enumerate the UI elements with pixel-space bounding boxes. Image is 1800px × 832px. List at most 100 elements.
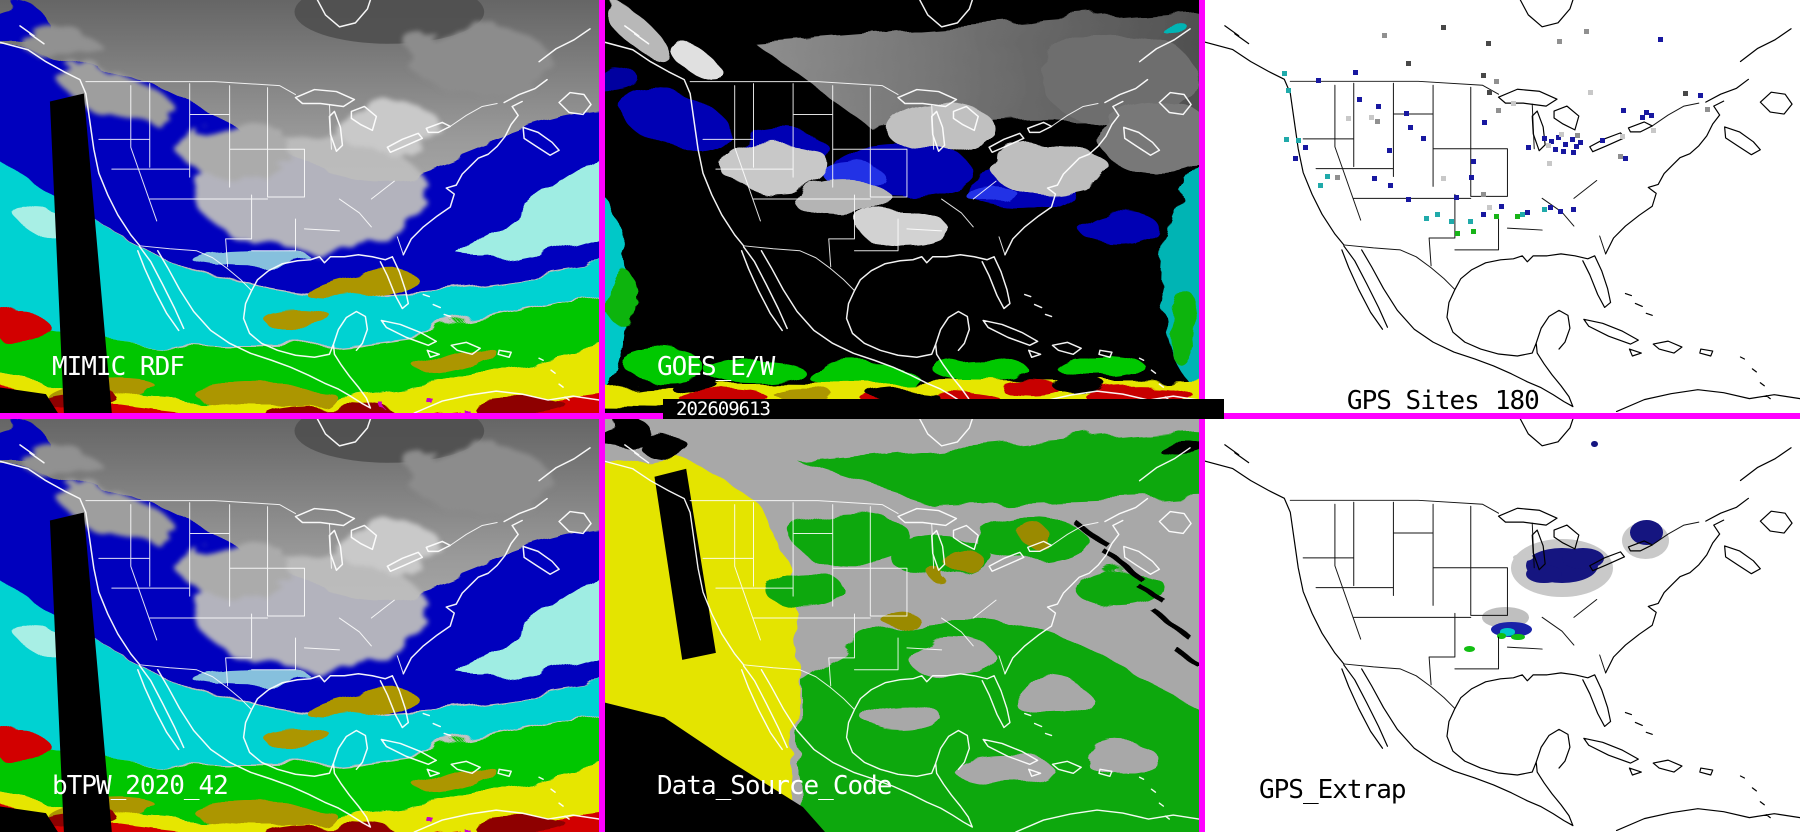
gps-site-dot: [1480, 191, 1486, 197]
gps-site-dot: [1388, 183, 1394, 189]
gps-site-dot: [1545, 143, 1551, 149]
gps-site-dot: [1617, 154, 1623, 160]
gps-site-dot: [1352, 69, 1358, 75]
gps-site-dot: [1498, 203, 1504, 209]
panel-label-mimic: MIMIC RDF: [52, 352, 185, 382]
gps-site-dot: [1649, 112, 1655, 118]
gps-site-dot: [1317, 182, 1323, 188]
gps-site-dot: [1435, 211, 1441, 217]
gps-site-dot: [1569, 136, 1575, 142]
gps-site-dot: [1454, 194, 1460, 200]
gps-site-dot: [1556, 135, 1562, 141]
gps-site-dot: [1324, 173, 1330, 179]
gps-site-dot: [1374, 118, 1380, 124]
gps-site-count: 180: [1494, 386, 1540, 413]
gps-site-dot: [1682, 90, 1688, 96]
gps-site-dot: [1345, 116, 1351, 122]
gps-site-dot: [1574, 144, 1580, 150]
gps-site-dot: [1658, 37, 1664, 43]
gps-site-dot: [1542, 206, 1548, 212]
panel-goes-ew: GOES_E/W: [605, 0, 1199, 413]
gps-extrap-blob: [1591, 440, 1598, 447]
timestamp-bar: 202609613: [663, 398, 1224, 420]
gps-site-dot: [1420, 135, 1426, 141]
gps-site-dot: [1548, 204, 1554, 210]
gps-site-dot: [1480, 211, 1486, 217]
gps-site-dot: [1335, 174, 1341, 180]
gps-site-dot: [1480, 72, 1486, 78]
gps-site-dot: [1486, 205, 1492, 211]
panel-label-btpw: bTPW_2020_42: [52, 771, 229, 801]
gps-extrap-blob: [1496, 633, 1507, 640]
gps-site-dot: [1376, 103, 1382, 109]
gps-site-dot: [1514, 214, 1520, 220]
gps-site-dot: [1292, 155, 1298, 161]
panel-mimic-rdf: MIMIC RDF: [0, 0, 599, 413]
gps-site-dot: [1495, 107, 1501, 113]
gps-site-dot: [1405, 196, 1411, 202]
map-outline: [1205, 419, 1800, 831]
gps-site-dot: [1562, 141, 1568, 147]
data-source-imagery: [605, 419, 1199, 832]
gps-site-dot: [1644, 109, 1650, 115]
gps-site-dot: [1542, 136, 1548, 142]
gps-site-dot: [1485, 41, 1491, 47]
gps-site-dot: [1558, 131, 1564, 137]
gps-site-dot: [1570, 150, 1576, 156]
gps-site-dot: [1621, 107, 1627, 113]
gps-extrap-blob: [1511, 633, 1525, 641]
gps-site-dot: [1482, 119, 1488, 125]
panel-label-gps-sites: GPS Sites 180: [1259, 356, 1540, 413]
gps-site-dot: [1558, 209, 1564, 215]
gps-site-dot: [1441, 175, 1446, 181]
gps-site-dot: [1467, 219, 1473, 225]
btpw-imagery: [0, 419, 599, 832]
gps-extrap-blob: [1513, 553, 1534, 562]
gps-site-dot: [1524, 210, 1530, 216]
mimic-tpw-imagery: [0, 0, 599, 413]
gps-site-dot: [1493, 213, 1499, 219]
gps-site-dot: [1357, 97, 1363, 103]
gps-site-dot: [1511, 100, 1517, 106]
gps-site-dot: [1698, 92, 1704, 98]
gps-site-dot: [1561, 149, 1567, 155]
gps-site-dot: [1295, 137, 1301, 143]
panel-label-goes: GOES_E/W: [657, 352, 775, 382]
gps-site-dot: [1651, 127, 1657, 133]
gps-site-dot: [1704, 107, 1710, 113]
gps-site-dot: [1408, 124, 1414, 130]
gps-site-dot: [1620, 134, 1626, 140]
panel-data-source-code: Data_Source_Code: [605, 419, 1199, 832]
gps-site-dot: [1286, 87, 1292, 93]
goes-tpw-imagery: [605, 0, 1199, 413]
gps-site-dot: [1493, 78, 1499, 84]
gps-site-dot: [1441, 24, 1446, 30]
gps-site-dot: [1552, 146, 1558, 152]
gps-site-dot: [1575, 133, 1581, 139]
no-data-swath: [0, 93, 112, 413]
gps-site-dot: [1583, 28, 1589, 34]
gps-extrap-blob: [1526, 564, 1562, 584]
gps-site-dot: [1599, 137, 1605, 143]
gps-site-dot: [1369, 114, 1374, 120]
gps-site-dot: [1381, 33, 1387, 39]
gps-site-dot: [1470, 229, 1476, 235]
panel-gps-sites: GPS Sites 180: [1205, 0, 1800, 413]
gps-site-dot: [1302, 145, 1308, 151]
gps-extrap-blob: [1463, 645, 1475, 652]
gps-site-dot: [1486, 89, 1492, 95]
gps-site-dot: [1549, 139, 1555, 145]
panel-gps-extrap: GPS_Extrap: [1205, 419, 1800, 832]
panel-label-data-source: Data_Source_Code: [657, 771, 892, 801]
gps-site-dot: [1571, 207, 1577, 213]
panel-label-gps-extrap: GPS_Extrap: [1259, 775, 1407, 805]
gps-site-dot: [1623, 155, 1629, 161]
gps-site-dot: [1577, 140, 1583, 146]
gps-site-dot: [1520, 212, 1526, 218]
gps-site-dot: [1468, 174, 1474, 180]
panel-btpw: bTPW_2020_42: [0, 419, 599, 832]
gps-site-dot: [1587, 89, 1593, 95]
gps-site-dot: [1470, 159, 1476, 165]
gps-site-markers: [1205, 0, 1800, 413]
